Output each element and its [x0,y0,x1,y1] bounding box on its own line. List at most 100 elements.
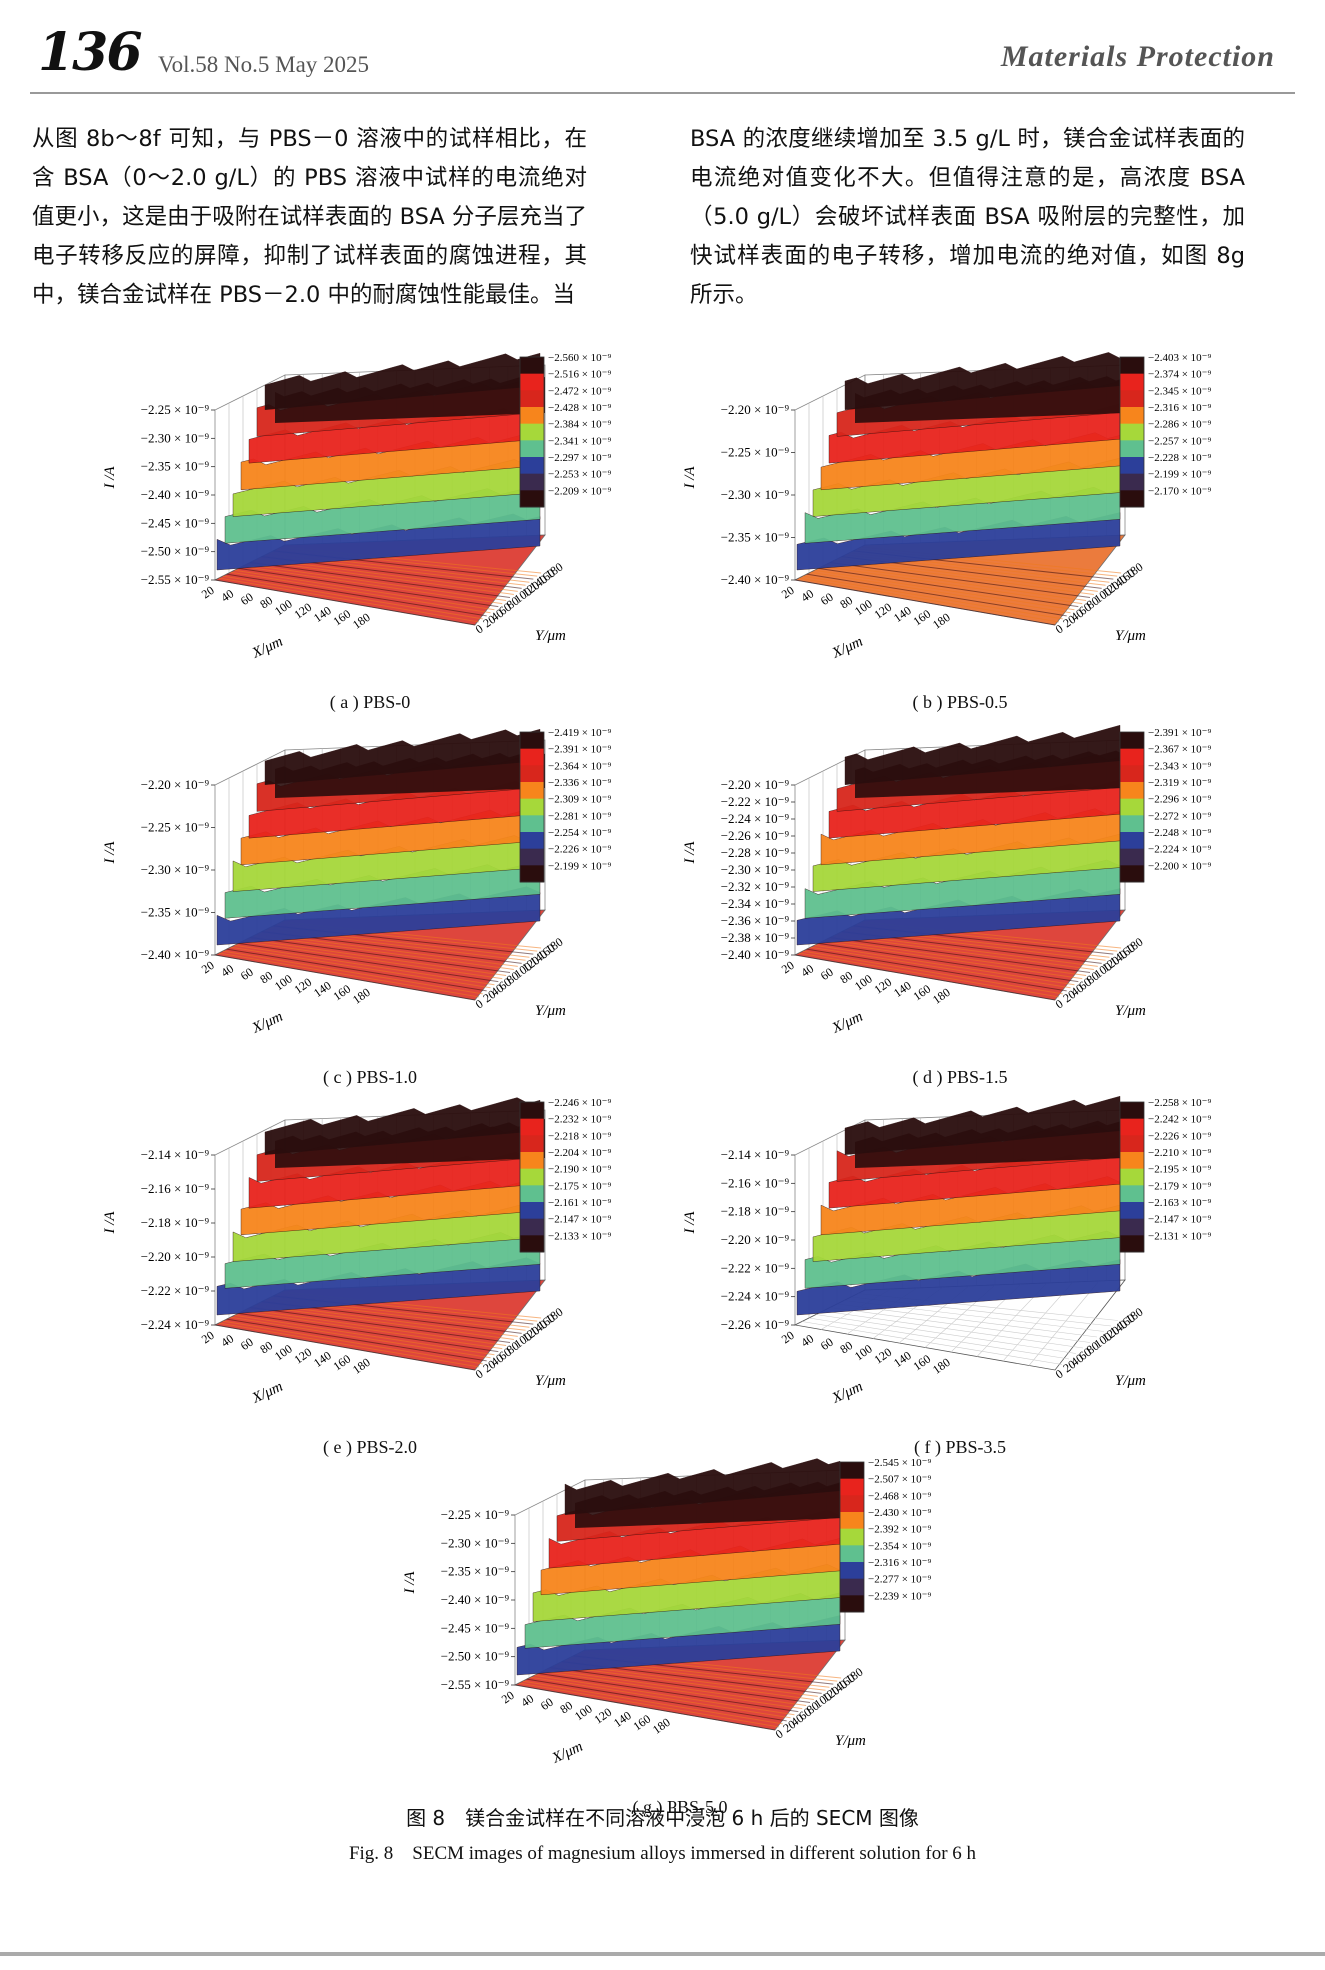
colorbar-label: −2.226 × 10⁻⁹ [1148,1130,1211,1142]
journal-title: Materials Protection [1000,40,1275,73]
colorbar-swatch [520,373,544,391]
colorbar-swatch [1120,1235,1144,1253]
colorbar-label: −2.175 × 10⁻⁹ [548,1180,611,1192]
surface-plot: −2.20 × 10⁻⁹ −2.25 × 10⁻⁹ −2.30 × 10⁻⁹ −2.3… [682,352,1211,662]
colorbar-label: −2.364 × 10⁻⁹ [548,760,611,772]
surface-plot: −2.14 × 10⁻⁹ −2.16 × 10⁻⁹ −2.18 × 10⁻⁹ −2.2… [682,1095,1211,1407]
colorbar-swatch [840,1595,864,1613]
colorbar-label: −2.391 × 10⁻⁹ [548,744,611,756]
secm-panel-g: −2.25 × 10⁻⁹ −2.30 × 10⁻⁹ −2.35 × 10⁻⁹ −2.4… [400,1450,960,1825]
y-axis-label: Y/μm [535,1373,566,1389]
z-tick-label: −2.55 × 10⁻⁹ [141,572,210,587]
x-tick-label: 40 [218,586,236,604]
colorbar-label: −2.545 × 10⁻⁹ [868,1457,931,1469]
colorbar-label: −2.210 × 10⁻⁹ [1148,1147,1211,1159]
colorbar-swatch [520,440,544,458]
colorbar-label: −2.147 × 10⁻⁹ [548,1214,611,1226]
x-axis-label: X/μm [549,1739,586,1767]
panel-caption: ( g ) PBS-5.0 [632,1797,728,1817]
colorbar: −2.419 × 10⁻⁹ −2.391 × 10⁻⁹ −2.364 × 10⁻⁹ −… [519,727,611,883]
colorbar-label: −2.516 × 10⁻⁹ [548,369,611,381]
colorbar-swatch [840,1512,864,1530]
x-tick-label: 40 [518,1691,536,1709]
colorbar-swatch [1120,732,1144,750]
colorbar-swatch [1120,490,1144,508]
colorbar-swatch [1120,1102,1144,1120]
colorbar-label: −2.218 × 10⁻⁹ [548,1130,611,1142]
x-tick-label: 180 [930,1355,953,1377]
colorbar-label: −2.254 × 10⁻⁹ [548,827,611,839]
z-axis-label: I /A [102,1211,118,1235]
colorbar-label: −2.384 × 10⁻⁹ [548,419,611,431]
colorbar-label: −2.195 × 10⁻⁹ [1148,1164,1211,1176]
colorbar-swatch [520,490,544,508]
page-number: 136 [38,22,143,83]
z-tick-label: −2.16 × 10⁻⁹ [141,1181,210,1196]
surface-plot: −2.25 × 10⁻⁹ −2.30 × 10⁻⁹ −2.35 × 10⁻⁹ −2.4… [102,352,611,662]
colorbar: −2.545 × 10⁻⁹ −2.507 × 10⁻⁹ −2.468 × 10⁻⁹ −… [839,1457,931,1613]
colorbar: −2.560 × 10⁻⁹ −2.516 × 10⁻⁹ −2.472 × 10⁻⁹ −… [519,352,611,508]
surface-plot: −2.25 × 10⁻⁹ −2.30 × 10⁻⁹ −2.35 × 10⁻⁹ −2.4… [402,1457,931,1767]
colorbar-label: −2.228 × 10⁻⁹ [1148,452,1211,464]
current-surface [796,352,1125,571]
colorbar-swatch [1120,1152,1144,1170]
secm-panel-b: −2.20 × 10⁻⁹ −2.25 × 10⁻⁹ −2.30 × 10⁻⁹ −2.3… [680,345,1240,720]
colorbar-swatch [520,457,544,475]
page-header: 136 Vol.58 No.5 May 2025 Materials Prote… [30,22,1295,90]
colorbar-label: −2.239 × 10⁻⁹ [868,1590,931,1602]
colorbar-swatch [1120,865,1144,883]
colorbar-label: −2.199 × 10⁻⁹ [548,860,611,872]
x-tick-label: 100 [272,1341,295,1363]
colorbar-label: −2.316 × 10⁻⁹ [868,1557,931,1569]
x-tick-label: 120 [871,600,894,622]
colorbar: −2.258 × 10⁻⁹ −2.242 × 10⁻⁹ −2.226 × 10⁻⁹ −… [1119,1097,1211,1253]
z-tick-label: −2.45 × 10⁻⁹ [141,515,210,530]
x-tick-label: 160 [910,607,933,629]
secm-panel-d: −2.20 × 10⁻⁹ −2.22 × 10⁻⁹ −2.24 × 10⁻⁹ −2.2… [680,720,1240,1095]
x-tick-label: 140 [611,1708,634,1730]
body-text-left: 从图 8b～8f 可知，与 PBS－0 溶液中的试样相比，在含 BSA（0～2.… [32,126,587,308]
colorbar-swatch [1120,765,1144,783]
body-text-right: BSA 的浓度继续增加至 3.5 g/L 时，镁合金试样表面的电流绝对值变化不大… [690,126,1245,308]
colorbar-swatch [840,1478,864,1496]
colorbar-label: −2.430 × 10⁻⁹ [868,1507,931,1519]
x-tick-label: 140 [891,1348,914,1370]
colorbar-swatch [1120,748,1144,766]
colorbar-label: −2.224 × 10⁻⁹ [1148,844,1211,856]
x-tick-label: 100 [852,596,875,618]
z-tick-label: −2.55 × 10⁻⁹ [441,1677,510,1692]
x-tick-label: 100 [852,971,875,993]
z-tick-label: −2.50 × 10⁻⁹ [141,544,210,559]
z-tick-label: −2.16 × 10⁻⁹ [721,1175,790,1190]
secm-panel-c: −2.20 × 10⁻⁹ −2.25 × 10⁻⁹ −2.30 × 10⁻⁹ −2.3… [100,720,640,1095]
colorbar-label: −2.297 × 10⁻⁹ [548,452,611,464]
z-tick-label: −2.26 × 10⁻⁹ [721,828,790,843]
x-tick-label: 160 [330,982,353,1004]
y-axis-label: Y/μm [1115,628,1146,644]
z-tick-label: −2.40 × 10⁻⁹ [441,1592,510,1607]
z-tick-label: −2.40 × 10⁻⁹ [721,947,790,962]
x-tick-label: 180 [650,1715,673,1737]
colorbar-label: −2.428 × 10⁻⁹ [548,402,611,414]
z-tick-label: −2.20 × 10⁻⁹ [721,402,790,417]
z-tick-label: −2.36 × 10⁻⁹ [721,913,790,928]
surface-plot: −2.20 × 10⁻⁹ −2.22 × 10⁻⁹ −2.24 × 10⁻⁹ −2.2… [682,724,1211,1037]
y-axis-label: Y/μm [1115,1373,1146,1389]
colorbar-swatch [840,1528,864,1546]
x-tick-label: 100 [272,596,295,618]
current-surface [216,728,545,946]
z-tick-label: −2.22 × 10⁻⁹ [141,1283,210,1298]
x-tick-label: 140 [311,1348,334,1370]
colorbar-swatch [1120,390,1144,408]
colorbar-swatch [520,390,544,408]
colorbar-label: −2.199 × 10⁻⁹ [1148,469,1211,481]
colorbar-swatch [1120,423,1144,441]
z-tick-label: −2.25 × 10⁻⁹ [141,402,210,417]
colorbar-swatch [1120,782,1144,800]
colorbar-label: −2.374 × 10⁻⁹ [1148,369,1211,381]
colorbar-swatch [520,1168,544,1186]
colorbar-label: −2.242 × 10⁻⁹ [1148,1114,1211,1126]
current-surface [216,1097,545,1316]
colorbar-label: −2.367 × 10⁻⁹ [1148,744,1211,756]
colorbar-label: −2.296 × 10⁻⁹ [1148,794,1211,806]
